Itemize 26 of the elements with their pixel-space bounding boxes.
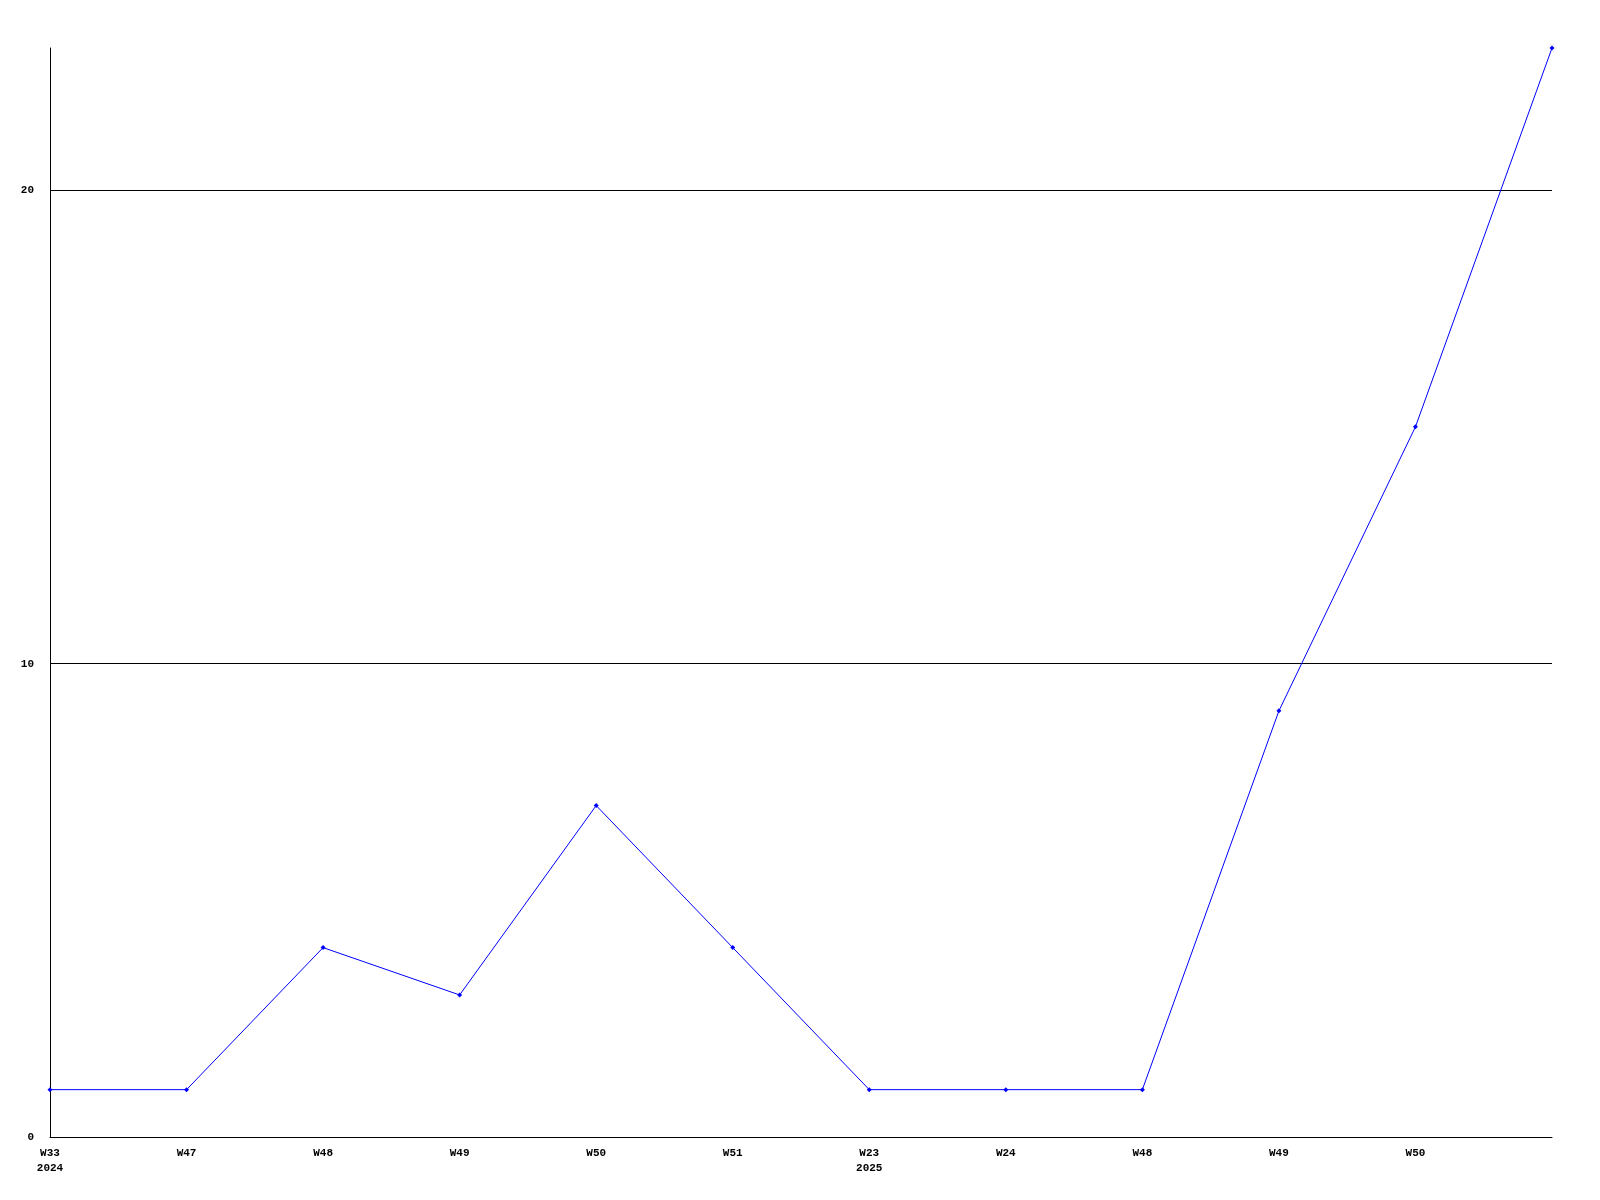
point [457,992,463,998]
point [47,1087,53,1093]
x-tick-label: W48 [313,1146,334,1159]
point [593,803,599,809]
x-tick-label: W48 [1132,1146,1153,1159]
point [866,1087,872,1093]
point [1412,424,1418,430]
point [320,945,326,951]
x-tick-label: W47 [176,1146,197,1159]
point [1276,708,1282,714]
point [184,1087,190,1093]
x-tick-label: W23 2025 [856,1146,883,1174]
point [1549,45,1555,51]
y-tick-label: 20 [20,184,34,197]
point [730,945,736,951]
x-tick-label: W51 [722,1146,744,1159]
x-tick-label: W50 [1405,1146,1426,1159]
x-tick-label: W49 [449,1146,470,1159]
y-tick-label: 0 [27,1131,34,1143]
x-tick-label: W33 2024 [36,1146,64,1174]
point [1139,1087,1145,1093]
point [1003,1087,1009,1093]
x-tick-label: W49 [1269,1146,1289,1159]
x-tick-label: W50 [586,1146,607,1159]
x-tick-label: W24 [995,1146,1017,1159]
y-tick-label: 10 [20,657,34,670]
